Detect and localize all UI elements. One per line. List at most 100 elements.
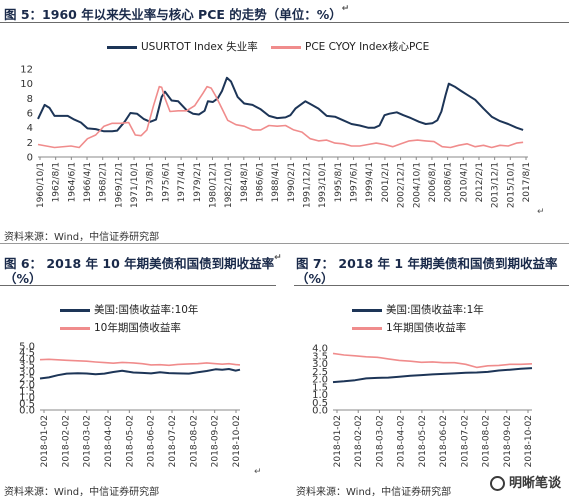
fig6-y-tick-9: 4.5	[19, 348, 35, 359]
fig5-x-tick-25: 2006/8/1	[428, 162, 438, 202]
fig5-y-tick-5: 10	[20, 79, 33, 90]
para-mark: ↵	[341, 4, 350, 14]
fig5-top-rule	[0, 22, 569, 23]
fig6-series-line-1	[39, 368, 241, 380]
fig6-y-tick-7: 3.5	[19, 361, 35, 372]
fig7-x-tick-2: 2018-03-02	[375, 415, 385, 467]
fig5-x-tick-16: 1990/2/1	[287, 162, 297, 202]
fig7-legend-label-1: 美国:国债收益率:1年	[386, 304, 484, 316]
fig5-x-tick-5: 1969/12/1	[114, 162, 124, 208]
fig6-x-tick-2: 2018-03-02	[83, 415, 93, 467]
fig5-x-tick-24: 2004/10/1	[412, 162, 422, 208]
fig5-legend-series-1: USURTOT Index 失业率	[107, 39, 258, 54]
fig7-y-tick-3: 1.5	[312, 382, 328, 393]
fig5-x-tick-23: 2002/12/1	[397, 162, 407, 208]
fig5-x-tick-21: 1999/4/1	[365, 162, 375, 202]
fig5-y-tick-6: 12	[20, 65, 33, 76]
fig5-legend-series-2: PCE CYOY Index核心PCE	[271, 39, 429, 54]
fig6-legend-swatch-2	[60, 326, 90, 330]
fig5-x-tick-9: 1977/4/1	[177, 162, 187, 202]
fig6-legend-series-2: 10年期国债收益率	[60, 320, 181, 335]
fig5-x-tick-6: 1971/10/1	[130, 162, 140, 208]
fig6-title-unit-text: （%）	[4, 271, 42, 286]
fig7-title-unit: （%）	[296, 268, 334, 287]
fig7-x-tick-6: 2018-07-02	[460, 415, 470, 467]
fig5-x-tick-4: 1968/2/1	[99, 162, 109, 202]
fig6-y-tick-8: 4.0	[19, 354, 35, 365]
fig7-x-tick-9: 2018-10-02	[524, 415, 534, 467]
fig6-y-tick-0: 0.0	[19, 406, 35, 417]
fig7-y-tick-5: 2.5	[312, 367, 328, 378]
fig5-x-tick-29: 2013/12/1	[491, 162, 501, 208]
fig5-y-tick-0: 0	[27, 153, 33, 164]
fig5-title: 图 5：1960 年以来失业率与核心 PCE 的走势（单位：%） ↵	[4, 4, 349, 23]
fig5-series-line-2	[37, 85, 524, 149]
fig5-x-tick-11: 1980/12/1	[208, 162, 218, 208]
fig5-x-tick-13: 1984/8/1	[240, 162, 250, 202]
fig6-source-text: 资料来源：Wind，中信证券研究部	[4, 487, 160, 498]
watermark: 明晰笔谈	[489, 472, 561, 491]
fig7-y-tick-1: 0.5	[312, 398, 328, 409]
fig7-y-tick-4: 2.0	[312, 375, 328, 386]
fig5-x-tick-22: 2001/2/1	[381, 162, 391, 202]
fig5-x-tick-28: 2012/2/1	[475, 162, 485, 202]
fig6-y-tick-1: 0.5	[19, 399, 35, 410]
fig5-y-tick-3: 6	[27, 109, 33, 120]
fig7-legend-label-2: 1年期国债收益率	[386, 322, 467, 334]
fig5-x-tick-8: 1975/6/1	[161, 162, 171, 202]
fig5-y-tick-4: 8	[27, 94, 33, 105]
fig5-x-tick-18: 1993/10/1	[318, 162, 328, 208]
fig6-legend-series-1: 美国:国债收益率:10年	[60, 302, 198, 317]
fig5-x-tick-7: 1973/8/1	[146, 162, 156, 202]
fig6-title-unit: （%）	[4, 268, 42, 287]
fig6-x-tick-4: 2018-05-02	[125, 415, 135, 467]
para-mark: ↵	[274, 253, 282, 263]
fig6-y-tick-3: 1.5	[19, 386, 35, 397]
fig7-y-tick-6: 3.0	[312, 359, 328, 370]
watermark-text: 明晰笔谈	[508, 476, 561, 491]
fig6-x-tick-8: 2018-09-02	[211, 415, 221, 467]
fig5-source: 资料来源：Wind，中信证券研究部	[4, 228, 159, 243]
fig5-x-tick-31: 2017/8/1	[522, 162, 532, 202]
fig5-x-tick-10: 1979/2/1	[193, 162, 203, 202]
fig7-title-unit-text: （%）	[296, 271, 334, 286]
fig7-x-tick-4: 2018-05-02	[418, 415, 428, 467]
fig6-legend-label-1: 美国:国债收益率:10年	[94, 304, 199, 316]
fig7-x-tick-8: 2018-09-02	[503, 415, 513, 467]
fig6-x-tick-5: 2018-06-02	[147, 415, 157, 467]
fig7-series-line-2	[332, 352, 533, 369]
fig7-source: 资料来源：Wind，中信证券研究部	[296, 483, 451, 498]
fig5-para-mark-right: ↵	[537, 207, 545, 217]
fig6-para-mark-right: ↵	[254, 467, 262, 477]
fig7-x-tick-1: 2018-02-02	[354, 415, 364, 467]
fig7-x-tick-0: 2018-01-02	[333, 415, 343, 467]
fig5-legend-label-1: USURTOT Index 失业率	[141, 41, 258, 53]
fig7-y-tick-7: 3.5	[312, 351, 328, 362]
fig7-title-text: 图 7： 2018 年 1 年期美债和国债到期收益率	[296, 256, 558, 271]
fig7-x-tick-5: 2018-06-02	[439, 415, 449, 467]
fig5-x-tick-1: 1962/8/1	[52, 162, 62, 202]
fig7-series-line-1	[332, 367, 533, 384]
fig6-x-tick-9: 2018-10-02	[232, 415, 242, 467]
fig6-legend-swatch-1	[60, 308, 90, 312]
fig5-legend-swatch-2	[271, 45, 301, 49]
fig7-chart: 0.00.51.01.52.02.53.03.54.0 2018-01-02 201…	[312, 344, 534, 468]
fig5-source-text: 资料来源：Wind，中信证券研究部	[4, 232, 160, 243]
fig5-x-tick-0: 1960/10/1	[36, 162, 46, 208]
fig5-x-tick-26: 2008/6/1	[444, 162, 454, 202]
fig6-source: 资料来源：Wind，中信证券研究部	[4, 483, 159, 498]
fig7-top-rule	[294, 285, 569, 286]
fig6-title: 图 6： 2018 年 10 年期美债和国债到期收益率 ↵	[4, 253, 282, 272]
fig5-y-tick-1: 2	[27, 138, 33, 149]
fig5-x-tick-15: 1988/4/1	[271, 162, 281, 202]
fig6-x-tick-7: 2018-08-02	[189, 415, 199, 467]
fig6-x-tick-3: 2018-04-02	[104, 415, 114, 467]
fig6-y-tick-10: 5.0	[19, 342, 35, 353]
fig6-y-tick-5: 2.5	[19, 374, 35, 385]
fig5-x-tick-20: 1997/6/1	[350, 162, 360, 202]
fig5-x-tick-17: 1991/12/1	[303, 162, 313, 208]
fig6-y-tick-4: 2.0	[19, 380, 35, 391]
fig5-legend-label-2: PCE CYOY Index核心PCE	[305, 41, 430, 53]
fig6-chart: 0.00.51.01.52.02.53.03.54.04.55.0 2018-01…	[19, 342, 242, 468]
fig7-legend-series-1: 美国:国债收益率:1年	[352, 302, 484, 317]
